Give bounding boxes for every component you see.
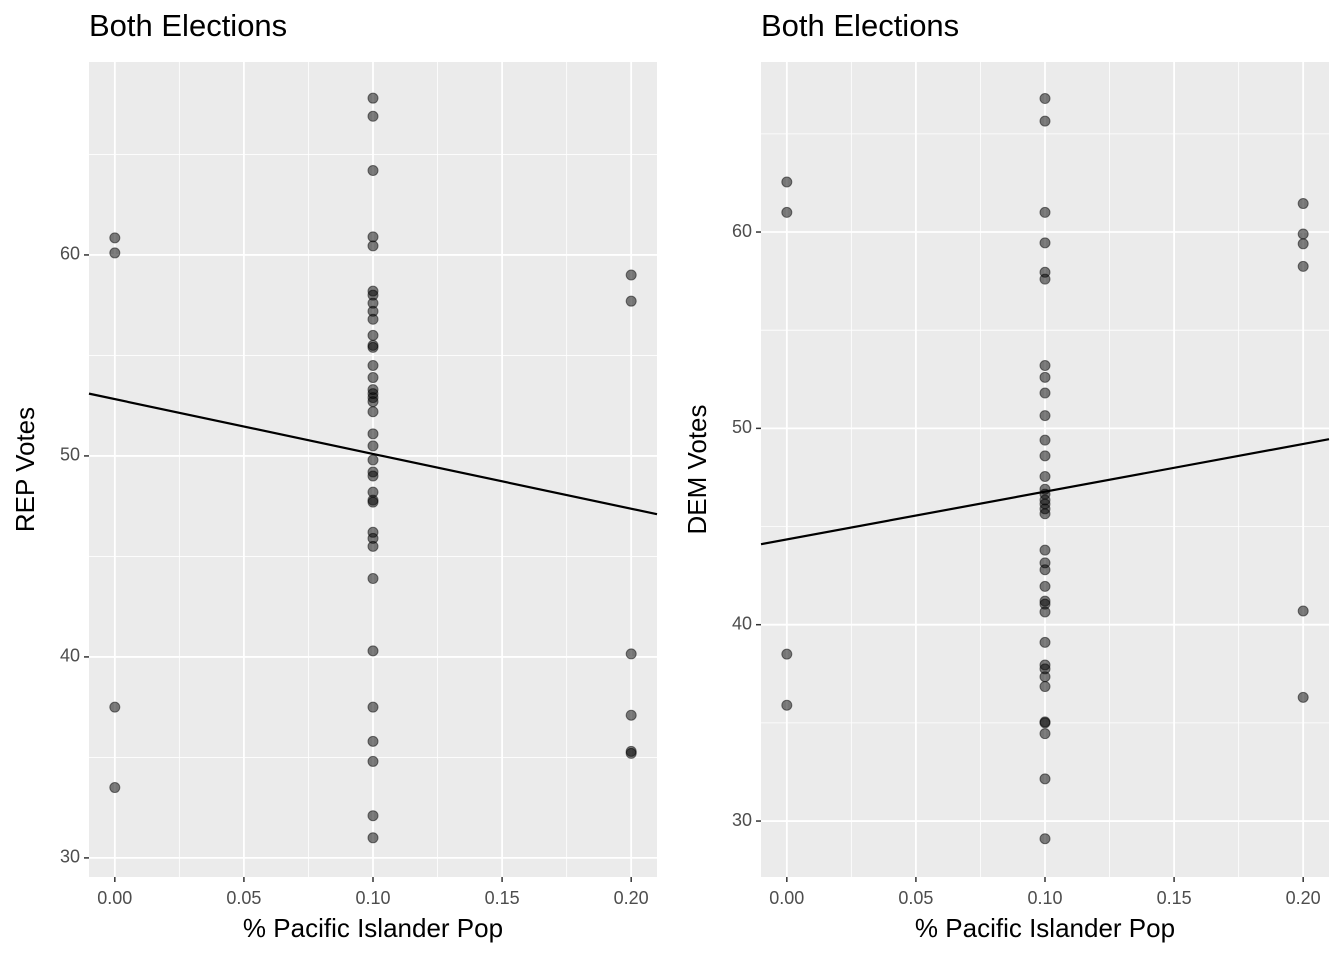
- trend-line: [760, 438, 1330, 546]
- point: [367, 396, 379, 408]
- point: [109, 701, 121, 713]
- x-tick-label: 0.05: [898, 888, 933, 908]
- point: [109, 232, 121, 244]
- x-tick-label: 0.05: [226, 888, 261, 908]
- point: [1039, 728, 1051, 740]
- point: [367, 341, 379, 353]
- point: [1039, 434, 1051, 446]
- point: [367, 165, 379, 177]
- y-tick-label: 30: [60, 847, 80, 867]
- point: [625, 648, 637, 660]
- x-tick-label: 0.00: [97, 888, 132, 908]
- point: [1039, 450, 1051, 462]
- point: [1039, 115, 1051, 127]
- x-tick-label: 0.00: [769, 888, 804, 908]
- trend-line: [88, 392, 658, 516]
- y-tick-label: 40: [60, 646, 80, 666]
- point: [1297, 228, 1309, 240]
- x-tick-label: 0.15: [485, 888, 520, 908]
- point: [1297, 691, 1309, 703]
- x-tick-label: 0.10: [355, 888, 390, 908]
- point: [625, 709, 637, 721]
- point: [367, 329, 379, 341]
- point: [1039, 544, 1051, 556]
- chart-title: Both Elections: [761, 8, 959, 43]
- point: [367, 313, 379, 325]
- point: [1039, 564, 1051, 576]
- point: [1039, 387, 1051, 399]
- y-tick-label: 40: [732, 613, 752, 633]
- x-tick-label: 0.10: [1027, 888, 1062, 908]
- chart-title: Both Elections: [89, 8, 287, 43]
- point: [1297, 198, 1309, 210]
- point: [367, 832, 379, 844]
- y-tick-label: 30: [732, 810, 752, 830]
- point: [367, 428, 379, 440]
- point: [1039, 606, 1051, 618]
- point: [367, 645, 379, 657]
- y-tick-label: 50: [732, 417, 752, 437]
- point: [367, 372, 379, 384]
- y-tick-label: 50: [60, 445, 80, 465]
- point: [1039, 470, 1051, 482]
- point: [367, 240, 379, 252]
- point: [781, 176, 793, 188]
- point: [367, 440, 379, 452]
- point: [1039, 206, 1051, 218]
- point: [367, 359, 379, 371]
- point: [1039, 773, 1051, 785]
- point: [781, 699, 793, 711]
- point: [367, 755, 379, 767]
- point: [1039, 580, 1051, 592]
- point: [1297, 260, 1309, 272]
- point: [367, 92, 379, 104]
- x-axis-title: % Pacific Islander Pop: [915, 913, 1175, 943]
- point: [367, 810, 379, 822]
- point: [1039, 717, 1051, 729]
- y-axis-title: REP Votes: [10, 407, 40, 532]
- point: [1039, 237, 1051, 249]
- point: [367, 496, 379, 508]
- point: [1039, 360, 1051, 372]
- y-tick-label: 60: [732, 221, 752, 241]
- point: [625, 747, 637, 759]
- point: [367, 406, 379, 418]
- y-tick-label: 60: [60, 244, 80, 264]
- x-tick-label: 0.20: [1286, 888, 1321, 908]
- point: [781, 648, 793, 660]
- point: [367, 573, 379, 585]
- point: [367, 540, 379, 552]
- point: [367, 735, 379, 747]
- point: [625, 269, 637, 281]
- point: [1297, 605, 1309, 617]
- point: [367, 110, 379, 122]
- point: [1039, 93, 1051, 105]
- x-axis-title: % Pacific Islander Pop: [243, 913, 503, 943]
- point: [781, 206, 793, 218]
- point: [1039, 681, 1051, 693]
- point: [1039, 833, 1051, 845]
- x-tick-label: 0.20: [614, 888, 649, 908]
- point: [367, 454, 379, 466]
- point: [367, 470, 379, 482]
- point: [367, 701, 379, 713]
- point: [109, 782, 121, 794]
- point: [1297, 238, 1309, 250]
- point: [1039, 508, 1051, 520]
- point: [1039, 273, 1051, 285]
- point: [1039, 636, 1051, 648]
- x-tick-label: 0.15: [1157, 888, 1192, 908]
- point: [1039, 410, 1051, 422]
- point: [625, 295, 637, 307]
- point: [1039, 371, 1051, 383]
- point: [1039, 671, 1051, 683]
- point: [109, 247, 121, 259]
- y-axis-title: DEM Votes: [682, 404, 712, 534]
- point: [367, 231, 379, 243]
